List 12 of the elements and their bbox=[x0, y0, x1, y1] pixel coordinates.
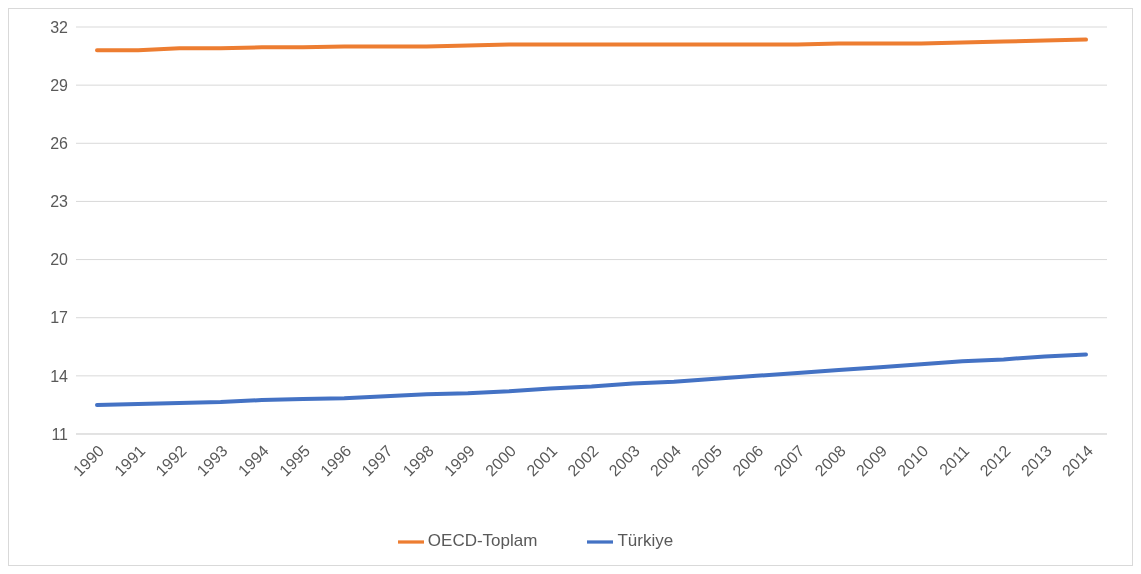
y-tick-label: 17 bbox=[50, 309, 69, 327]
y-tick-label: 32 bbox=[50, 18, 69, 36]
y-tick-label: 20 bbox=[50, 251, 69, 269]
line-series bbox=[95, 352, 1088, 407]
y-tick-label: 23 bbox=[50, 193, 69, 211]
y-tick-label: 14 bbox=[50, 367, 69, 385]
legend-label: Türkiye bbox=[617, 531, 674, 551]
y-tick-label: 11 bbox=[51, 425, 69, 443]
y-tick-label: 26 bbox=[50, 134, 69, 152]
line-series bbox=[95, 37, 1088, 53]
legend-label: OECD-Toplam bbox=[427, 531, 538, 551]
y-tick-label: 29 bbox=[50, 76, 69, 94]
